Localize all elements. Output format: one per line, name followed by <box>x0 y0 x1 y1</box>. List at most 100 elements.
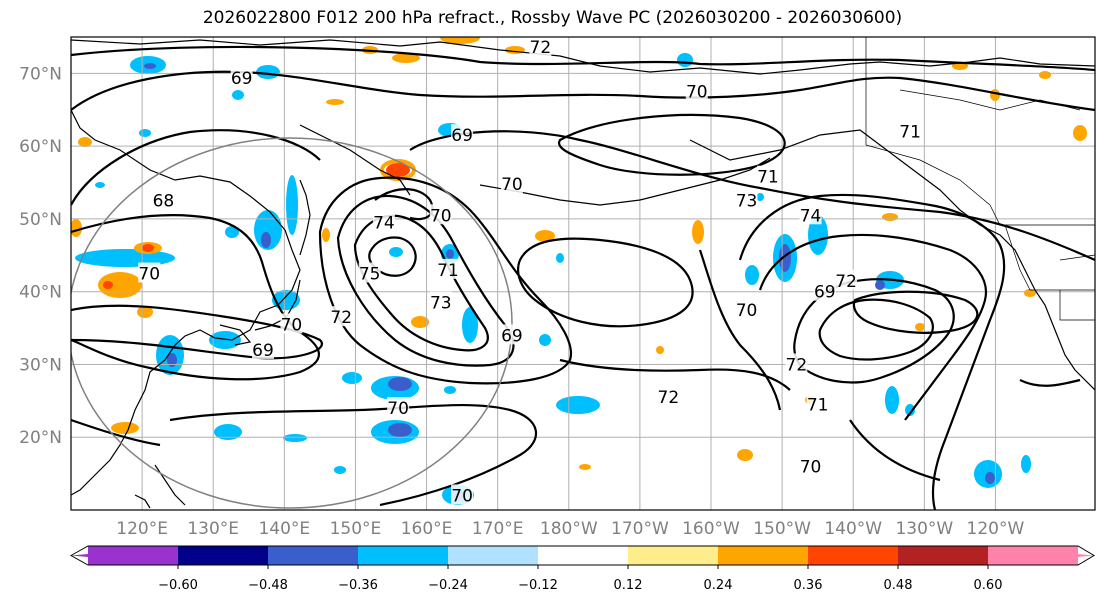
longitude-label: 150°W <box>753 519 811 539</box>
colorbar-tick-label: −0.12 <box>518 578 558 593</box>
political-borders <box>865 37 1095 321</box>
contour-label-bg <box>429 204 452 225</box>
contour-label: 69 <box>252 341 274 361</box>
contour-label-bg <box>529 37 552 57</box>
contour-label-bg <box>735 298 758 319</box>
latitude-label: 70°N <box>19 64 62 84</box>
contour-label: 72 <box>835 272 857 292</box>
colorbar-outline <box>69 545 1095 566</box>
colorbar-tick-label: −0.36 <box>338 578 378 593</box>
colorbar-segment <box>808 546 898 565</box>
colorbar-segment <box>628 546 718 565</box>
longitude-label: 120°E <box>116 519 168 539</box>
colorbar-tick-label: 0.24 <box>704 578 733 593</box>
contour-label: 75 <box>359 265 381 285</box>
colorbar-segment <box>88 546 178 565</box>
contour-label: 70 <box>501 175 523 195</box>
contour-label-bg <box>230 66 253 87</box>
longitude-label: 160°E <box>401 519 453 539</box>
contour-label: 71 <box>899 123 921 143</box>
contour-label: 72 <box>530 38 552 58</box>
contour-label: 70 <box>281 315 303 335</box>
latitude-labels: 70°N 60°N 50°N 40°N 30°N 20°N <box>19 64 62 448</box>
contour-label: 71 <box>807 395 829 415</box>
contour-label: 73 <box>430 294 452 314</box>
contour-label: 74 <box>800 206 822 226</box>
contour-label: 69 <box>501 326 523 346</box>
contour-label-bg <box>387 397 410 418</box>
contour-label-bg <box>372 211 395 232</box>
contour-label: 69 <box>451 126 473 146</box>
contour-label: 71 <box>757 168 779 188</box>
contour-label: 73 <box>736 192 758 212</box>
contour-label: 70 <box>686 83 708 103</box>
map-title: 2026022800 F012 200 hPa refract., Rossby… <box>202 8 903 28</box>
contour-label: 69 <box>814 283 836 303</box>
contour-label: 74 <box>373 214 395 234</box>
latitude-label: 20°N <box>19 428 62 448</box>
contour-label-bg <box>813 280 836 301</box>
colorbar-tick-label: −0.60 <box>158 578 198 593</box>
contour-label: 68 <box>153 192 175 212</box>
contour-label-bg <box>685 80 708 101</box>
contour-label-bg <box>429 291 452 312</box>
contour-label-bg <box>899 120 922 141</box>
contour-label-bg <box>152 189 175 210</box>
contour-label-bg <box>138 262 161 283</box>
latitude-label: 50°N <box>19 210 62 230</box>
latitude-label: 30°N <box>19 355 62 375</box>
longitude-label: 150°E <box>330 519 382 539</box>
colorbar-tick-label: 0.36 <box>794 578 823 593</box>
colorbar-segment <box>358 546 448 565</box>
contour-label: 70 <box>736 301 758 321</box>
colorbar-tick-label: −0.48 <box>248 578 288 593</box>
contour-label: 70 <box>138 265 160 285</box>
contour-label-bg <box>756 165 779 186</box>
colorbar-segment <box>178 546 268 565</box>
colorbar-segment <box>718 546 808 565</box>
latitude-label: 40°N <box>19 283 62 303</box>
longitude-label: 140°E <box>258 519 310 539</box>
contour-label: 70 <box>387 399 409 419</box>
contour-label-bg <box>436 258 459 279</box>
longitude-label: 180°W <box>540 519 598 539</box>
colorbar-segment <box>448 546 538 565</box>
longitude-label: 170°W <box>611 519 669 539</box>
contour-label-bg <box>799 455 822 476</box>
contour-label-bg <box>358 262 381 283</box>
contour-label-bg <box>657 386 680 407</box>
contour-label: 70 <box>800 457 822 477</box>
contour-label: 72 <box>786 355 808 375</box>
contour-label: 70 <box>430 206 452 226</box>
target-region-circle <box>71 137 513 509</box>
contour-label-bg <box>735 189 758 210</box>
colorbar-segment <box>538 546 628 565</box>
contour-label-bg <box>500 324 523 345</box>
longitude-label: 140°W <box>824 519 882 539</box>
contour-label: 69 <box>231 69 253 89</box>
colorbar-tick-label: 0.60 <box>974 578 1003 593</box>
contour-label-bg <box>252 338 274 359</box>
longitude-label: 130°W <box>895 519 953 539</box>
colorbar-segment <box>268 546 358 565</box>
longitude-labels: 120°E 130°E 140°E 150°E 160°E 170°E 180°W 170°W… <box>116 519 1024 539</box>
latitude-label: 60°N <box>19 137 62 157</box>
contour-label-bg <box>451 124 474 145</box>
contour-label-bg <box>806 393 829 414</box>
contour-label-bg <box>500 172 523 193</box>
colorbar-segment <box>988 546 1094 565</box>
contour-label-bg <box>835 269 858 290</box>
contour-label-bg <box>451 484 474 505</box>
contour-label: 70 <box>451 486 473 506</box>
map-frame <box>70 36 1096 511</box>
colorbar-tick-label: 0.48 <box>884 578 913 593</box>
contour-label-bg <box>785 353 808 374</box>
contour-label: 72 <box>658 388 680 408</box>
colorbar-segment <box>898 546 988 565</box>
contour-label-bg <box>799 204 822 225</box>
colorbar: −0.60 −0.48 −0.36 −0.24 −0.12 0.12 0.24 0.36 0.4… <box>69 545 1095 593</box>
longitude-label: 130°E <box>187 519 239 539</box>
contour-label-bg <box>330 306 353 327</box>
